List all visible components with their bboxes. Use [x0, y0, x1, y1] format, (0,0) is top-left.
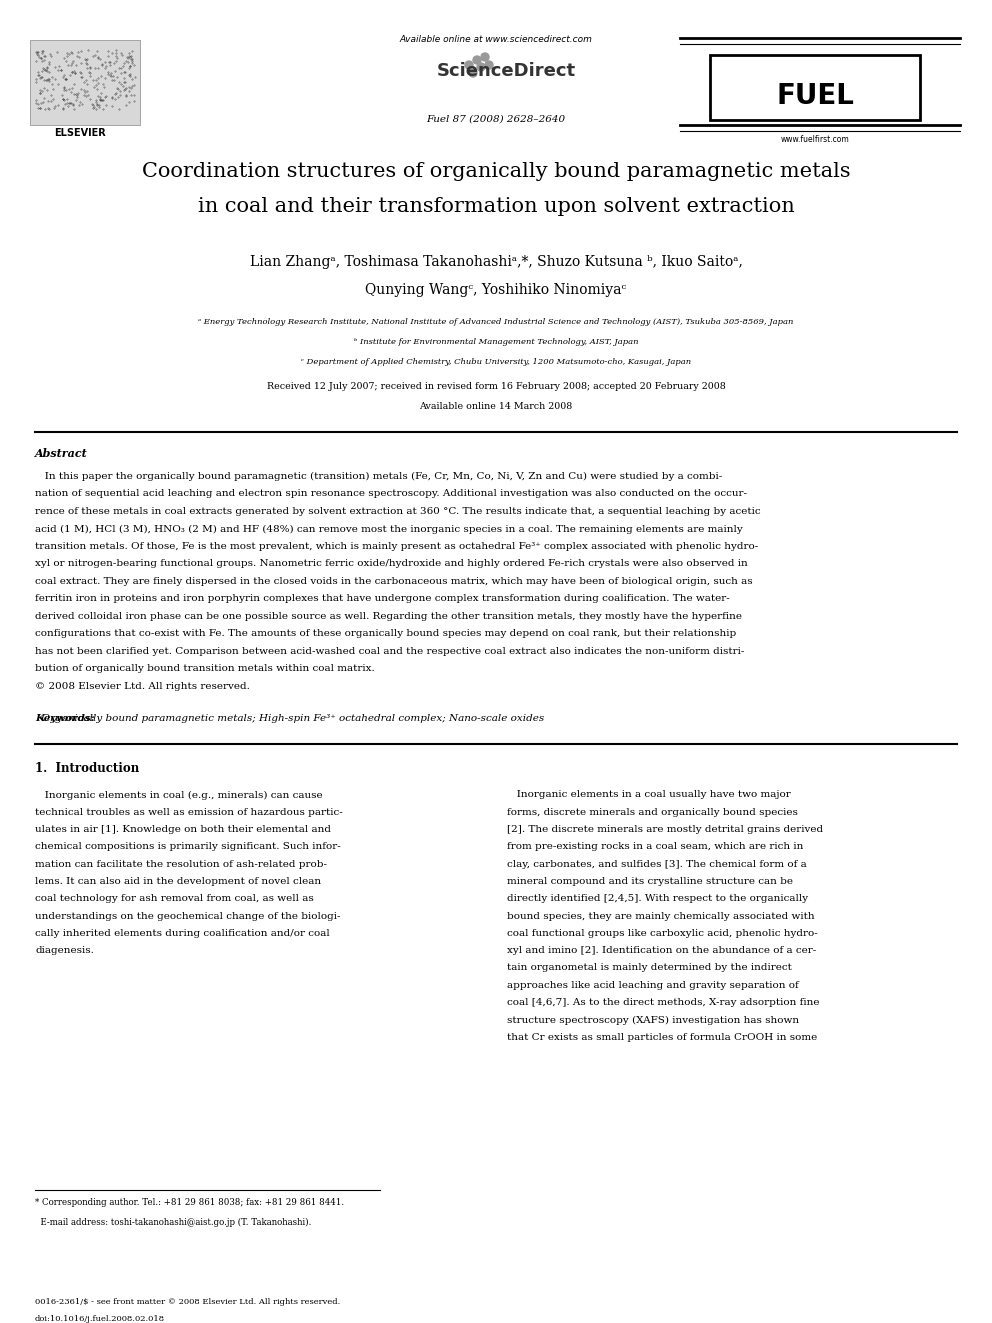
Text: approaches like acid leaching and gravity separation of: approaches like acid leaching and gravit… [507, 980, 799, 990]
Text: diagenesis.: diagenesis. [35, 946, 94, 955]
Text: 1.  Introduction: 1. Introduction [35, 762, 139, 775]
Text: understandings on the geochemical change of the biologi-: understandings on the geochemical change… [35, 912, 340, 921]
Text: 0016-2361/$ - see front matter © 2008 Elsevier Ltd. All rights reserved.: 0016-2361/$ - see front matter © 2008 El… [35, 1298, 340, 1306]
Bar [30, 40, 140, 124]
Text: ferritin iron in proteins and iron porphyrin complexes that have undergone compl: ferritin iron in proteins and iron porph… [35, 594, 730, 603]
Text: mation can facilitate the resolution of ash-related prob-: mation can facilitate the resolution of … [35, 860, 327, 869]
Text: configurations that co-exist with Fe. The amounts of these organically bound spe: configurations that co-exist with Fe. Th… [35, 630, 736, 639]
Text: coal functional groups like carboxylic acid, phenolic hydro-: coal functional groups like carboxylic a… [507, 929, 817, 938]
Text: Coordination structures of organically bound paramagnetic metals: Coordination structures of organically b… [142, 161, 850, 181]
Text: Abstract: Abstract [35, 448, 87, 459]
Circle shape [469, 69, 477, 77]
Text: [2]. The discrete minerals are mostly detrital grains derived: [2]. The discrete minerals are mostly de… [507, 826, 823, 833]
Circle shape [477, 64, 485, 71]
Text: ulates in air [1]. Knowledge on both their elemental and: ulates in air [1]. Knowledge on both the… [35, 826, 331, 833]
Text: derived colloidal iron phase can be one possible source as well. Regarding the o: derived colloidal iron phase can be one … [35, 613, 742, 620]
Text: structure spectroscopy (XAFS) investigation has shown: structure spectroscopy (XAFS) investigat… [507, 1015, 800, 1024]
Text: ᵃ Energy Technology Research Institute, National Institute of Advanced Industria: ᵃ Energy Technology Research Institute, … [198, 318, 794, 325]
Text: cally inherited elements during coalification and/or coal: cally inherited elements during coalific… [35, 929, 329, 938]
Text: rence of these metals in coal extracts generated by solvent extraction at 360 °C: rence of these metals in coal extracts g… [35, 507, 761, 516]
Text: Received 12 July 2007; received in revised form 16 February 2008; accepted 20 Fe: Received 12 July 2007; received in revis… [267, 382, 725, 392]
Text: in coal and their transformation upon solvent extraction: in coal and their transformation upon so… [197, 197, 795, 216]
Text: ᶜ Department of Applied Chemistry, Chubu University, 1200 Matsumoto-cho, Kasugai: ᶜ Department of Applied Chemistry, Chubu… [301, 359, 691, 366]
Text: Keywords:: Keywords: [35, 714, 94, 724]
Text: directly identified [2,4,5]. With respect to the organically: directly identified [2,4,5]. With respec… [507, 894, 808, 904]
Text: from pre-existing rocks in a coal seam, which are rich in: from pre-existing rocks in a coal seam, … [507, 843, 804, 852]
Circle shape [465, 61, 473, 69]
Text: bution of organically bound transition metals within coal matrix.: bution of organically bound transition m… [35, 664, 375, 673]
Text: doi:10.1016/j.fuel.2008.02.018: doi:10.1016/j.fuel.2008.02.018 [35, 1315, 165, 1323]
Text: Available online at www.sciencedirect.com: Available online at www.sciencedirect.co… [400, 34, 592, 44]
Text: * Corresponding author. Tel.: +81 29 861 8038; fax: +81 29 861 8441.: * Corresponding author. Tel.: +81 29 861… [35, 1199, 344, 1207]
Text: E-mail address: toshi-takanohashi@aist.go.jp (T. Takanohashi).: E-mail address: toshi-takanohashi@aist.g… [35, 1218, 311, 1228]
Circle shape [485, 61, 493, 69]
Text: ScienceDirect: ScienceDirect [436, 62, 575, 79]
Text: Lian Zhangᵃ, Toshimasa Takanohashiᵃ,*, Shuzo Kutsuna ᵇ, Ikuo Saitoᵃ,: Lian Zhangᵃ, Toshimasa Takanohashiᵃ,*, S… [250, 255, 742, 269]
Text: Inorganic elements in coal (e.g., minerals) can cause: Inorganic elements in coal (e.g., minera… [35, 791, 322, 799]
Circle shape [473, 56, 481, 64]
Text: clay, carbonates, and sulfides [3]. The chemical form of a: clay, carbonates, and sulfides [3]. The … [507, 860, 806, 869]
Text: Fuel 87 (2008) 2628–2640: Fuel 87 (2008) 2628–2640 [427, 115, 565, 124]
Text: chemical compositions is primarily significant. Such infor-: chemical compositions is primarily signi… [35, 843, 340, 852]
Text: FUEL: FUEL [776, 82, 854, 110]
Text: xyl and imino [2]. Identification on the abundance of a cer-: xyl and imino [2]. Identification on the… [507, 946, 816, 955]
Text: has not been clarified yet. Comparison between acid-washed coal and the respecti: has not been clarified yet. Comparison b… [35, 647, 744, 656]
Text: coal [4,6,7]. As to the direct methods, X-ray adsorption fine: coal [4,6,7]. As to the direct methods, … [507, 998, 819, 1007]
Text: transition metals. Of those, Fe is the most prevalent, which is mainly present a: transition metals. Of those, Fe is the m… [35, 542, 758, 550]
Text: tain organometal is mainly determined by the indirect: tain organometal is mainly determined by… [507, 963, 792, 972]
Text: that Cr exists as small particles of formula CrOOH in some: that Cr exists as small particles of for… [507, 1033, 817, 1041]
Text: lems. It can also aid in the development of novel clean: lems. It can also aid in the development… [35, 877, 321, 886]
Text: © 2008 Elsevier Ltd. All rights reserved.: © 2008 Elsevier Ltd. All rights reserved… [35, 681, 250, 691]
Text: forms, discrete minerals and organically bound species: forms, discrete minerals and organically… [507, 808, 798, 816]
Text: coal technology for ash removal from coal, as well as: coal technology for ash removal from coa… [35, 894, 313, 904]
Text: acid (1 M), HCl (3 M), HNO₃ (2 M) and HF (48%) can remove most the inorganic spe: acid (1 M), HCl (3 M), HNO₃ (2 M) and HF… [35, 524, 743, 533]
Text: xyl or nitrogen-bearing functional groups. Nanometric ferric oxide/hydroxide and: xyl or nitrogen-bearing functional group… [35, 560, 748, 569]
Text: Inorganic elements in a coal usually have two major: Inorganic elements in a coal usually hav… [507, 791, 791, 799]
Text: Organically bound paramagnetic metals; High-spin Fe³⁺ octahedral complex; Nano-s: Organically bound paramagnetic metals; H… [35, 714, 545, 724]
Text: ᵇ Institute for Environmental Management Technology, AIST, Japan: ᵇ Institute for Environmental Management… [354, 337, 638, 347]
Text: ELSEVIER: ELSEVIER [55, 128, 106, 138]
Text: Available online 14 March 2008: Available online 14 March 2008 [420, 402, 572, 411]
Text: Qunying Wangᶜ, Yoshihiko Ninomiyaᶜ: Qunying Wangᶜ, Yoshihiko Ninomiyaᶜ [365, 283, 627, 296]
Text: bound species, they are mainly chemically associated with: bound species, they are mainly chemicall… [507, 912, 814, 921]
Text: technical troubles as well as emission of hazardous partic-: technical troubles as well as emission o… [35, 808, 343, 816]
Text: mineral compound and its crystalline structure can be: mineral compound and its crystalline str… [507, 877, 793, 886]
Text: nation of sequential acid leaching and electron spin resonance spectroscopy. Add: nation of sequential acid leaching and e… [35, 490, 747, 499]
Circle shape [481, 53, 489, 61]
FancyBboxPatch shape [710, 56, 920, 120]
Text: In this paper the organically bound paramagnetic (transition) metals (Fe, Cr, Mn: In this paper the organically bound para… [35, 472, 722, 482]
Text: www.fuelfirst.com: www.fuelfirst.com [781, 135, 849, 144]
Text: coal extract. They are finely dispersed in the closed voids in the carbonaceous : coal extract. They are finely dispersed … [35, 577, 753, 586]
